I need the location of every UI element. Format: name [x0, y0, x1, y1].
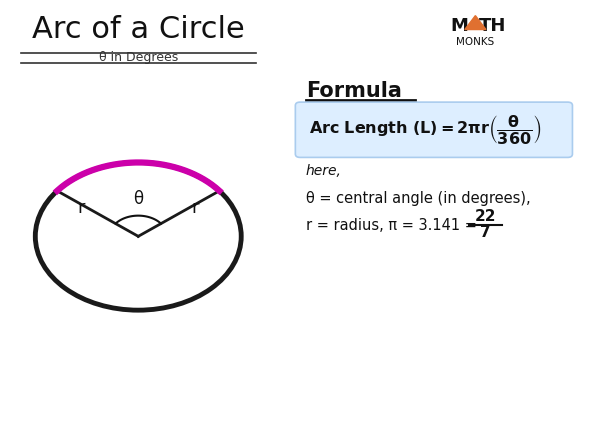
- Text: $\mathbf{Arc\ Length\ (L) = 2\pi r\left(\dfrac{\theta}{360}\right)}$: $\mathbf{Arc\ Length\ (L) = 2\pi r\left(…: [309, 113, 541, 146]
- Text: θ: θ: [133, 190, 143, 208]
- Text: Formula: Formula: [306, 81, 402, 101]
- Text: Arc of a Circle: Arc of a Circle: [32, 15, 245, 44]
- Text: r: r: [77, 200, 85, 217]
- Polygon shape: [465, 16, 486, 30]
- Text: M: M: [450, 17, 468, 35]
- Text: TH: TH: [479, 17, 507, 35]
- Text: 7: 7: [480, 225, 491, 241]
- Text: 22: 22: [475, 209, 496, 224]
- Text: θ = central angle (in degrees),: θ = central angle (in degrees),: [306, 191, 530, 206]
- Text: MONKS: MONKS: [456, 37, 494, 47]
- Text: r = radius, π = 3.141 =: r = radius, π = 3.141 =: [306, 218, 477, 233]
- Text: θ in Degrees: θ in Degrees: [98, 51, 178, 64]
- Text: here,: here,: [306, 164, 342, 178]
- FancyBboxPatch shape: [295, 102, 572, 157]
- Text: r: r: [191, 200, 199, 217]
